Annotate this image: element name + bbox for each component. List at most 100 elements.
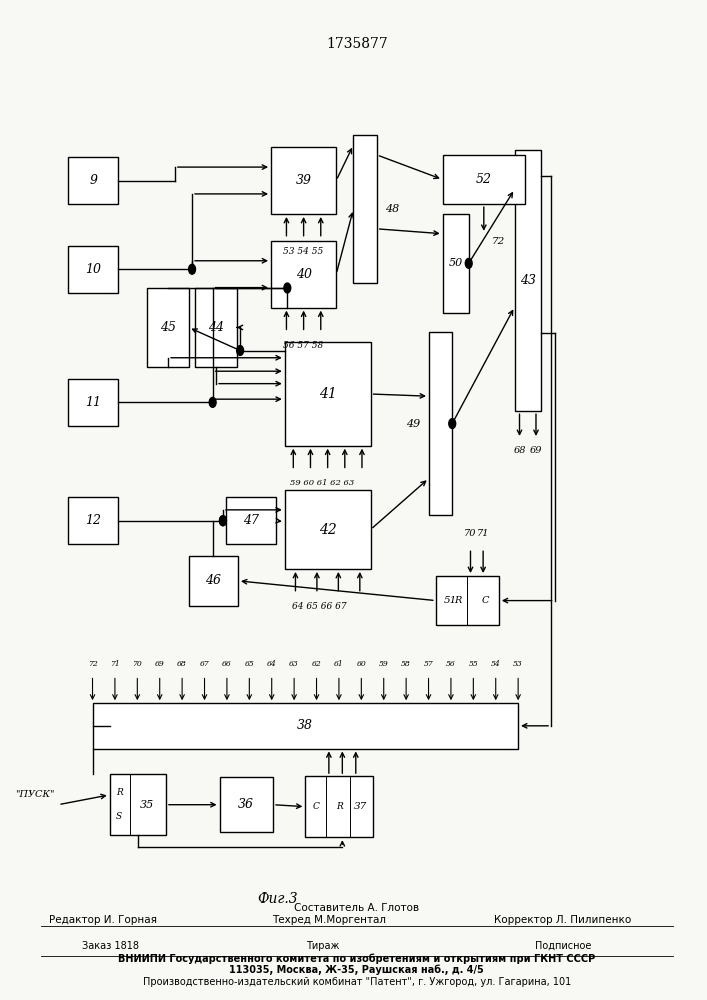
Text: 58: 58 [402,660,411,668]
Text: 12: 12 [86,514,101,527]
Text: 37: 37 [354,802,367,811]
Text: 62: 62 [312,660,322,668]
Bar [189,556,238,606]
Text: R: R [116,788,122,797]
Text: 72: 72 [88,660,98,668]
Text: 10: 10 [86,263,101,276]
Text: 65: 65 [245,660,255,668]
Text: C: C [312,802,319,811]
Text: Техред М.Моргентал: Техред М.Моргентал [272,915,386,925]
Bar [219,777,273,832]
Text: 70: 70 [132,660,142,668]
Bar [93,703,518,748]
Text: Редактор И. Горная: Редактор И. Горная [49,915,157,925]
Text: 69: 69 [155,660,165,668]
Text: 43: 43 [520,274,536,287]
Text: 9: 9 [89,174,97,187]
Text: 57: 57 [423,660,433,668]
Text: R: R [337,802,343,811]
Bar [196,288,237,367]
Text: 56: 56 [446,660,456,668]
Text: 59: 59 [379,660,389,668]
Text: 40: 40 [296,268,312,281]
Bar [515,150,541,411]
Text: 54: 54 [491,660,501,668]
Bar [226,497,276,544]
Text: 68: 68 [177,660,187,668]
Text: Подписное: Подписное [534,941,591,951]
Text: C: C [481,596,489,605]
Text: 63: 63 [289,660,299,668]
Bar [69,157,118,204]
Text: R: R [454,596,462,605]
Bar [69,246,118,293]
Text: 52: 52 [476,173,492,186]
Text: 59 60 61 62 63: 59 60 61 62 63 [290,479,354,487]
Circle shape [219,516,226,526]
Text: 64: 64 [267,660,276,668]
Circle shape [189,264,196,274]
Bar [436,576,499,625]
Circle shape [209,397,216,407]
Text: 71: 71 [477,529,489,538]
Text: Производственно-издательский комбинат "Патент", г. Ужгород, ул. Гагарина, 101: Производственно-издательский комбинат "П… [143,977,571,987]
Text: 53: 53 [513,660,523,668]
Text: 50: 50 [448,258,463,268]
Text: 36: 36 [238,798,255,811]
Bar [271,147,337,214]
Text: 72: 72 [492,237,506,246]
Text: 64 65 66 67: 64 65 66 67 [292,602,346,611]
Text: 39: 39 [296,174,312,187]
Text: 35: 35 [140,800,155,810]
Bar [148,288,189,367]
Text: 44: 44 [208,321,224,334]
Text: Составитель А. Глотов: Составитель А. Глотов [294,903,419,913]
Text: Заказ 1818: Заказ 1818 [82,941,139,951]
Text: "ПУСК": "ПУСК" [16,790,54,799]
Circle shape [219,516,226,526]
Circle shape [465,258,472,268]
Text: 71: 71 [110,660,119,668]
Text: Корректор Л. Пилипенко: Корректор Л. Пилипенко [494,915,631,925]
Text: 69: 69 [530,446,542,455]
Text: 70: 70 [464,529,477,538]
Circle shape [449,419,456,429]
Text: Фиг.3: Фиг.3 [257,892,298,906]
Bar [110,774,166,835]
Bar [305,776,373,837]
Text: 46: 46 [205,574,221,587]
Text: 1735877: 1735877 [326,37,387,51]
Bar [285,490,370,569]
Text: 67: 67 [199,660,209,668]
Text: 49: 49 [407,419,421,429]
Bar [443,214,469,313]
Bar [69,497,118,544]
Text: 56 57 58: 56 57 58 [283,341,323,350]
Text: ВНИИПИ Государственного комитета по изобретениям и открытиям при ГКНТ СССР: ВНИИПИ Государственного комитета по изоб… [118,954,595,964]
Text: 55: 55 [469,660,478,668]
Bar [443,155,525,204]
Text: 53 54 55: 53 54 55 [283,247,323,256]
Text: 66: 66 [222,660,232,668]
Text: 45: 45 [160,321,176,334]
Text: S: S [116,812,122,821]
Bar [429,332,452,515]
Text: 60: 60 [356,660,366,668]
Text: 41: 41 [319,387,337,401]
Text: 48: 48 [385,204,399,214]
Text: Тираж: Тираж [306,941,339,951]
Circle shape [237,346,243,355]
Bar [354,135,377,283]
Text: 38: 38 [298,719,313,732]
Bar [271,241,337,308]
Text: 42: 42 [319,523,337,537]
Text: 47: 47 [243,514,259,527]
Text: 11: 11 [86,396,101,409]
Circle shape [284,283,291,293]
Text: 68: 68 [513,446,526,455]
Text: 61: 61 [334,660,344,668]
Bar [69,379,118,426]
Text: 113035, Москва, Ж-35, Раушская наб., д. 4/5: 113035, Москва, Ж-35, Раушская наб., д. … [230,964,484,975]
Text: 51: 51 [444,596,457,605]
Bar [285,342,370,446]
